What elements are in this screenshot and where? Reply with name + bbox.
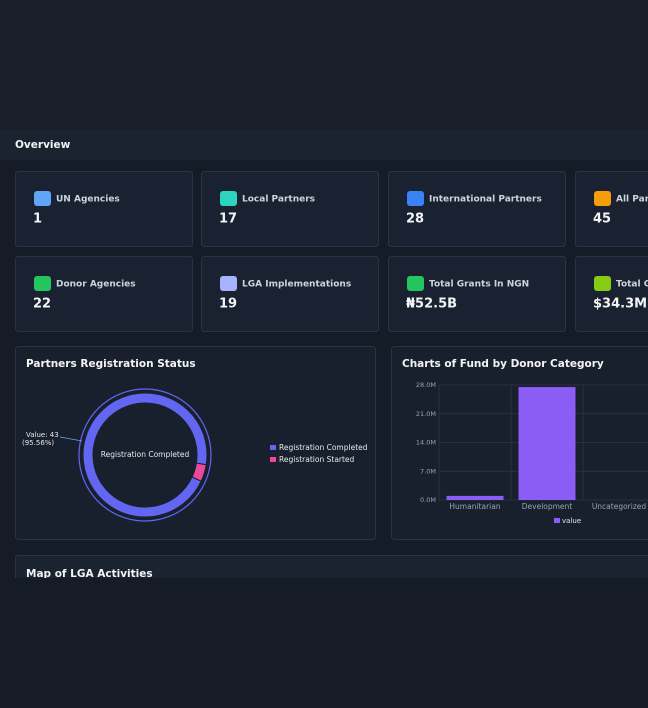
donut-slice (191, 462, 207, 482)
card-value: 28 (406, 212, 424, 227)
y-tick-label: 21.0M (416, 410, 436, 418)
section-title: Overview (15, 139, 71, 151)
x-tick-label: Humanitarian (449, 502, 500, 511)
hover-ring (78, 388, 212, 522)
stat-card (388, 171, 566, 247)
y-tick-label: 14.0M (416, 439, 436, 447)
card-label: International Partners (429, 195, 542, 205)
card-value: ₦52.5B (406, 297, 457, 312)
x-tick-label: Uncategorized (592, 502, 647, 511)
card-icon (34, 276, 51, 291)
card-value: 17 (219, 212, 237, 227)
card-icon (594, 276, 611, 291)
stat-card (15, 256, 193, 332)
card-value: 19 (219, 297, 237, 312)
stat-card (201, 256, 379, 332)
card-icon (407, 276, 424, 291)
card-icon (594, 191, 611, 206)
map-title: Map of LGA Activities (26, 568, 153, 580)
card-icon (220, 276, 237, 291)
tooltip-value: Value: 43 (26, 431, 59, 439)
cards: UN Agencies 1 Local Partners 17 Internationa… (15, 171, 648, 332)
legend-swatch (554, 518, 560, 523)
y-tick-label: 28.0M (416, 381, 436, 389)
charts: Partners Registration Status Registration… (22, 358, 648, 525)
legend-label: Registration Completed (279, 443, 368, 452)
card-label: Donor Agencies (56, 280, 136, 290)
stat-card (15, 171, 193, 247)
overview-bar (0, 130, 648, 160)
panel-title: Partners Registration Status (26, 358, 196, 370)
card-icon (407, 191, 424, 206)
y-tick-label: 7.0M (420, 467, 436, 475)
card-value: 1 (33, 212, 42, 227)
card-icon (34, 191, 51, 206)
center-label: Registration Completed (101, 450, 190, 459)
card-value: 45 (593, 212, 611, 227)
bottom-area (0, 578, 648, 708)
card-value: $34.3M (593, 297, 647, 312)
card-label: LGA Implementations (242, 280, 351, 290)
card-label: Local Partners (242, 195, 315, 205)
donut-slice (82, 392, 208, 518)
legend-swatch (270, 445, 276, 450)
top-band (0, 0, 648, 130)
stat-card (201, 171, 379, 247)
bar (446, 495, 504, 500)
card-icon (220, 191, 237, 206)
panel-title: Charts of Fund by Donor Category (402, 358, 604, 370)
legend-label: value (562, 517, 581, 525)
stat-card (388, 256, 566, 332)
legend-label: Registration Started (279, 455, 355, 464)
card-label: Total Grants In NGN (429, 280, 529, 290)
stat-card (575, 171, 648, 247)
card-value: 22 (33, 297, 51, 312)
y-tick-label: 0.0M (420, 496, 436, 504)
x-tick-label: Development (522, 502, 573, 511)
card-label: All Part (616, 195, 648, 205)
stat-card (575, 256, 648, 332)
legend-swatch (270, 457, 276, 462)
tooltip-pointer (59, 436, 83, 442)
card-label: UN Agencies (56, 195, 120, 205)
bar (518, 387, 576, 500)
card-label: Total Gr (616, 280, 648, 290)
tooltip-percent: (95.56%) (22, 439, 54, 447)
